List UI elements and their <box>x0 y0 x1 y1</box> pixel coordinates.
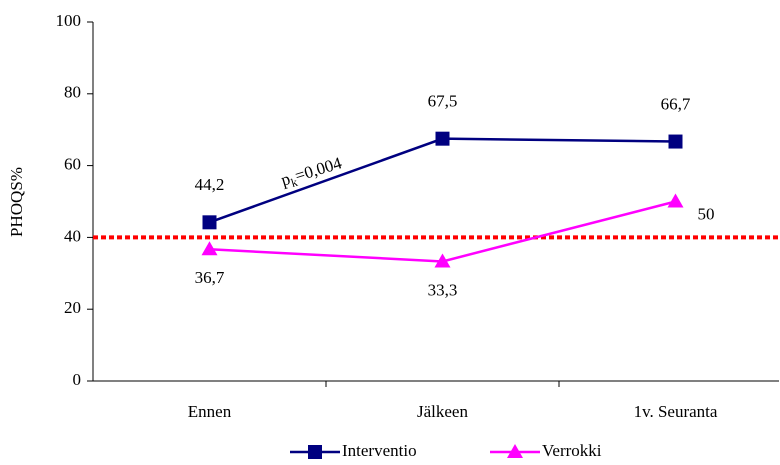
data-point <box>434 253 451 268</box>
legend-marker <box>507 444 523 458</box>
data-point <box>668 134 683 149</box>
data-label: 33,3 <box>428 280 458 299</box>
x-tick-label: Jälkeen <box>417 402 468 421</box>
data-label: 66,7 <box>661 94 691 113</box>
series-line <box>209 137 676 224</box>
data-label: 36,7 <box>195 268 225 287</box>
y-axis-label: PHOQS% <box>7 167 26 237</box>
annotation-rest: =0,004 <box>293 153 345 185</box>
y-tick-label: 0 <box>73 370 82 389</box>
y-tick-label: 80 <box>64 83 81 102</box>
data-point <box>435 131 450 146</box>
data-point <box>201 241 218 256</box>
annotation-sub: k <box>289 175 299 190</box>
data-label: 44,2 <box>195 175 225 194</box>
series-line <box>209 200 676 263</box>
legend-marker <box>308 445 322 459</box>
y-tick-label: 100 <box>56 11 82 30</box>
y-tick-label: 20 <box>64 298 81 317</box>
legend-label: Interventio <box>342 441 417 460</box>
data-point <box>202 215 217 230</box>
y-tick-label: 40 <box>64 226 81 245</box>
x-tick-label: Ennen <box>188 402 232 421</box>
data-point <box>667 193 684 208</box>
data-label: 67,5 <box>428 92 458 111</box>
data-label: 50 <box>698 204 715 223</box>
legend-label: Verrokki <box>542 441 602 460</box>
y-tick-label: 60 <box>64 155 81 174</box>
x-tick-label: 1v. Seuranta <box>634 402 718 421</box>
